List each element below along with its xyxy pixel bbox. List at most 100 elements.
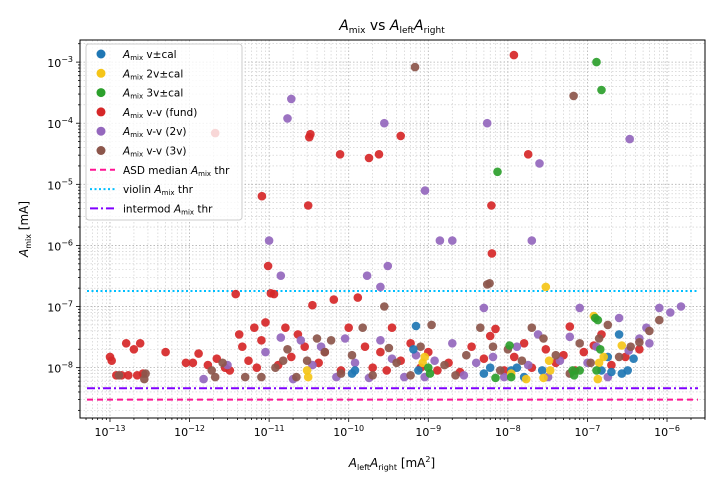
data-point <box>287 94 296 104</box>
legend-label: violin Amix thr <box>123 184 194 197</box>
tick-exponent: −7 <box>61 300 73 309</box>
data-point <box>376 336 385 345</box>
data-point <box>537 366 547 375</box>
legend-label-sub: mix <box>130 93 143 101</box>
data-point <box>278 356 288 366</box>
legend-label-name: v-v (fund) <box>143 107 197 119</box>
tick-base: 10 <box>254 426 268 439</box>
legend-label-symbol: A <box>122 49 130 61</box>
data-point <box>312 334 322 343</box>
legend-label-name: v-v (3v) <box>143 146 186 158</box>
data-point <box>350 366 360 375</box>
data-point <box>207 366 216 375</box>
legend-label-sub: mix <box>181 208 194 216</box>
data-point <box>603 320 613 330</box>
legend-label-sub: mix <box>130 73 143 81</box>
data-point <box>488 352 498 362</box>
y-tick-label: 10−8 <box>47 361 73 376</box>
data-point <box>596 345 605 354</box>
data-point <box>433 366 442 375</box>
tick-base: 10 <box>95 426 109 439</box>
x-axis-label: AleftAright [mA2] <box>348 455 435 472</box>
x-tick-label: 10−13 <box>95 424 126 439</box>
x-tick-label: 10−9 <box>415 424 441 439</box>
data-point <box>392 358 401 368</box>
data-point <box>488 342 498 352</box>
data-point <box>594 334 604 343</box>
data-point <box>607 360 616 370</box>
data-point <box>586 358 595 368</box>
legend-label: Amix v-v (fund) <box>122 107 197 120</box>
data-point <box>614 313 624 323</box>
data-point <box>575 339 584 348</box>
data-point <box>448 339 457 348</box>
data-point <box>292 372 301 382</box>
data-point <box>425 369 435 378</box>
data-point <box>519 339 529 348</box>
data-point <box>420 186 430 195</box>
data-point <box>410 62 420 72</box>
data-point <box>418 358 428 368</box>
data-point <box>353 293 363 302</box>
data-point <box>234 330 244 339</box>
data-point <box>645 339 654 348</box>
y-tick-label: 10−4 <box>47 116 73 131</box>
data-point <box>523 150 533 159</box>
tick-exponent: −6 <box>61 238 73 247</box>
data-point <box>358 323 368 333</box>
data-point <box>621 352 630 362</box>
data-point <box>107 356 116 366</box>
legend-marker <box>96 68 106 78</box>
data-point <box>545 366 555 375</box>
tick-base: 10 <box>174 426 188 439</box>
data-point <box>593 374 603 384</box>
data-point <box>257 336 266 345</box>
legend-label-sub: mix <box>130 112 143 120</box>
data-point <box>380 302 389 311</box>
data-point <box>541 345 551 354</box>
x-tick-label: 10−11 <box>254 424 285 439</box>
data-point <box>565 332 575 342</box>
legend-label: Amix v±cal <box>122 49 177 62</box>
data-point <box>257 372 266 382</box>
data-point <box>491 373 500 383</box>
x-tick-label: 10−10 <box>333 424 364 439</box>
data-point <box>635 345 644 354</box>
series-v-v-2v- <box>199 94 686 384</box>
data-point <box>129 345 139 354</box>
data-point <box>565 322 575 331</box>
series-v-v-3v- <box>114 62 664 384</box>
data-point <box>271 363 280 373</box>
data-point <box>527 323 537 333</box>
data-point <box>476 323 485 333</box>
data-point <box>326 336 336 345</box>
data-point <box>462 350 471 360</box>
data-point <box>376 282 385 292</box>
legend-label: intermod Amix thr <box>123 203 213 216</box>
data-point <box>544 356 554 366</box>
data-point <box>592 57 601 67</box>
data-points <box>105 50 686 384</box>
data-point <box>382 366 392 375</box>
data-point <box>539 334 548 343</box>
data-point <box>479 354 489 364</box>
data-point <box>479 303 489 313</box>
legend-label-symbol: A <box>122 107 130 119</box>
data-point <box>135 339 145 348</box>
data-point <box>482 280 492 289</box>
data-point <box>194 349 203 358</box>
data-point <box>629 354 638 364</box>
series-3v-cal <box>424 57 606 383</box>
tick-base: 10 <box>47 240 61 253</box>
data-point <box>527 236 537 245</box>
tick-exponent: −7 <box>589 424 601 433</box>
data-point <box>283 345 292 354</box>
data-point <box>623 366 632 375</box>
data-point <box>535 159 544 168</box>
data-point <box>302 356 312 366</box>
legend-label-symbol: A <box>153 184 161 196</box>
legend-label-sub: mix <box>130 131 143 139</box>
data-point <box>569 91 578 101</box>
